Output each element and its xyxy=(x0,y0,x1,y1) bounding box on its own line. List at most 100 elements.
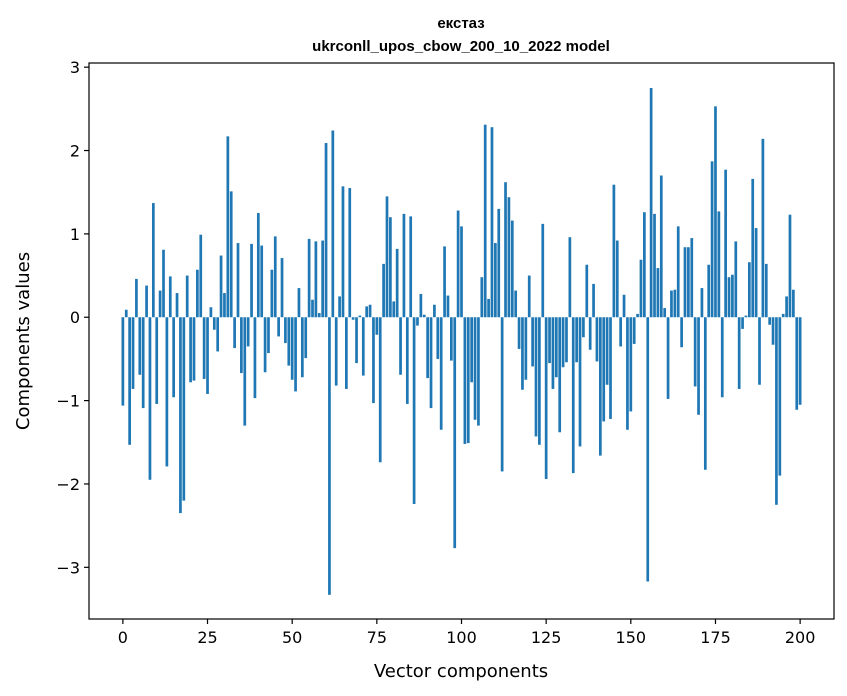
y-axis-label: Components values xyxy=(13,252,34,430)
bar-10 xyxy=(155,317,159,404)
bar-60 xyxy=(324,143,328,318)
bar-4 xyxy=(135,278,138,318)
bar-138 xyxy=(588,317,592,350)
bar-103 xyxy=(470,317,474,383)
bar-124 xyxy=(541,223,545,318)
bar-57 xyxy=(314,241,318,318)
bar-135 xyxy=(578,317,582,447)
bar-129 xyxy=(558,317,562,433)
bar-29 xyxy=(219,255,223,318)
x-tick-label: 150 xyxy=(616,628,647,647)
bar-93 xyxy=(436,317,440,359)
y-tick-label: −1 xyxy=(56,392,80,411)
bar-18 xyxy=(182,317,186,501)
bar-46 xyxy=(277,317,280,337)
bar-34 xyxy=(236,243,240,318)
bar-105 xyxy=(477,317,480,426)
bar-169 xyxy=(693,317,697,387)
bar-140 xyxy=(595,317,599,362)
bar-146 xyxy=(615,240,619,318)
x-tick-label: 100 xyxy=(446,628,477,647)
bar-111 xyxy=(497,208,501,318)
bar-136 xyxy=(582,317,585,338)
bar-43 xyxy=(267,317,270,354)
bar-84 xyxy=(405,317,409,404)
bar-157 xyxy=(653,213,656,318)
bar-44 xyxy=(270,269,274,318)
bar-25 xyxy=(206,317,209,394)
bar-125 xyxy=(544,317,548,479)
bar-181 xyxy=(734,241,738,318)
bar-187 xyxy=(754,228,758,318)
bar-175 xyxy=(714,106,717,318)
bar-89 xyxy=(422,314,426,318)
bar-133 xyxy=(571,317,575,474)
bar-94 xyxy=(439,317,443,430)
bar-98 xyxy=(453,317,457,549)
bar-11 xyxy=(158,290,162,318)
bar-115 xyxy=(510,220,514,318)
bar-160 xyxy=(663,308,667,318)
bar-0 xyxy=(121,317,125,406)
y-tick-label: 2 xyxy=(70,142,80,161)
bar-149 xyxy=(626,317,629,430)
bar-15 xyxy=(172,317,176,398)
bar-196 xyxy=(785,296,788,318)
bar-8 xyxy=(148,317,152,480)
bar-86 xyxy=(412,317,416,504)
bar-81 xyxy=(395,248,399,318)
bar-193 xyxy=(775,317,778,505)
y-tick-label: 1 xyxy=(70,225,80,244)
bar-2 xyxy=(128,317,131,445)
bar-59 xyxy=(321,240,325,318)
bar-58 xyxy=(317,313,321,318)
bar-155 xyxy=(646,317,650,582)
bar-67 xyxy=(348,188,352,318)
x-tick-label: 125 xyxy=(531,628,562,647)
bar-88 xyxy=(419,293,423,318)
bar-167 xyxy=(687,247,690,318)
bar-168 xyxy=(690,238,694,318)
bar-22 xyxy=(196,269,199,318)
bar-72 xyxy=(365,306,369,318)
bar-174 xyxy=(710,161,714,318)
bar-192 xyxy=(771,317,775,345)
bar-3 xyxy=(131,317,135,389)
bar-69 xyxy=(355,317,358,364)
bar-64 xyxy=(338,296,341,318)
bar-154 xyxy=(643,212,646,318)
bar-176 xyxy=(717,211,721,318)
y-tick-label: −2 xyxy=(56,475,80,494)
bar-126 xyxy=(548,317,551,364)
x-tick-label: 25 xyxy=(197,628,217,647)
bar-152 xyxy=(636,313,639,318)
bar-109 xyxy=(490,127,494,318)
bar-40 xyxy=(256,213,260,318)
bar-101 xyxy=(463,317,467,444)
bar-158 xyxy=(656,268,660,318)
bar-148 xyxy=(622,294,626,318)
bar-50 xyxy=(290,317,294,380)
bar-74 xyxy=(372,317,375,404)
bar-172 xyxy=(703,317,707,470)
bar-156 xyxy=(649,88,653,318)
bar-189 xyxy=(761,138,765,318)
x-axis-ticks: 0 25 50 75 100 125 150 175 200 xyxy=(118,619,815,647)
x-tick-label: 175 xyxy=(700,628,731,647)
bar-68 xyxy=(351,317,355,320)
bar-106 xyxy=(480,277,484,318)
bar-42 xyxy=(263,317,267,373)
bar-36 xyxy=(243,317,247,426)
bar-170 xyxy=(697,317,700,415)
bar-65 xyxy=(341,186,345,318)
bar-163 xyxy=(673,289,677,318)
bar-110 xyxy=(494,243,497,318)
bar-77 xyxy=(382,263,385,318)
bar-80 xyxy=(392,301,396,318)
chart-title: екстаз xyxy=(437,15,484,32)
bar-144 xyxy=(609,317,612,419)
bar-90 xyxy=(426,317,429,379)
bar-78 xyxy=(385,196,389,318)
bar-52 xyxy=(297,288,301,318)
bar-161 xyxy=(666,317,670,399)
